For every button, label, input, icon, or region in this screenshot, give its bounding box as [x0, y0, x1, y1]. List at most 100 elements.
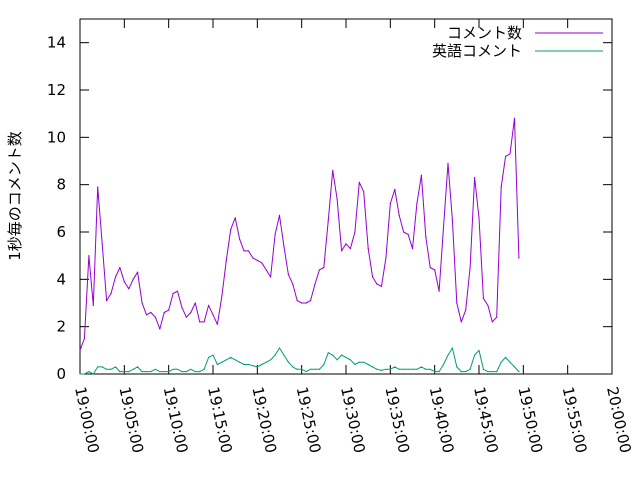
- data-point: [199, 321, 201, 323]
- y-tick-label: 4: [56, 270, 66, 288]
- data-point: [79, 349, 81, 351]
- data-point: [354, 363, 356, 366]
- data-point: [172, 292, 174, 295]
- data-point: [411, 368, 414, 370]
- data-point: [429, 266, 431, 269]
- data-point: [145, 371, 148, 373]
- data-point: [451, 347, 453, 349]
- y-tick-label: 14: [47, 34, 66, 52]
- data-point: [416, 368, 418, 370]
- data-point: [496, 371, 498, 373]
- data-point: [363, 191, 365, 193]
- data-point: [92, 373, 94, 375]
- data-point: [425, 368, 427, 370]
- data-point: [132, 278, 134, 280]
- data-point: [208, 304, 210, 306]
- data-point: [203, 368, 205, 370]
- data-point: [230, 229, 232, 231]
- data-point: [150, 371, 152, 373]
- data-point: [420, 174, 422, 176]
- data-point: [243, 363, 245, 366]
- data-point: [398, 368, 400, 370]
- legend-label: 英語コメント: [432, 42, 522, 60]
- data-point: [292, 366, 294, 368]
- data-point: [478, 217, 480, 219]
- x-tick-label: 19:05:00: [115, 385, 147, 455]
- x-tick-label: 19:00:00: [71, 385, 103, 455]
- data-point: [376, 368, 378, 370]
- data-point: [185, 371, 187, 373]
- data-point: [172, 368, 174, 370]
- data-point: [283, 245, 285, 247]
- data-point: [274, 233, 276, 235]
- data-point: [447, 162, 449, 164]
- data-point: [141, 371, 143, 373]
- data-point: [256, 259, 258, 261]
- data-point: [349, 248, 351, 250]
- data-point: [487, 304, 489, 306]
- data-point: [283, 354, 285, 356]
- data-point: [225, 359, 227, 361]
- x-tick-label: 19:30:00: [337, 385, 369, 455]
- y-tick-label: 6: [56, 223, 66, 241]
- x-tick-label: 19:15:00: [204, 385, 236, 455]
- data-point: [380, 285, 383, 287]
- data-point: [367, 363, 369, 366]
- data-point: [128, 371, 130, 373]
- data-point: [132, 368, 134, 370]
- data-point: [332, 354, 334, 356]
- data-point: [181, 371, 183, 373]
- data-point: [301, 302, 303, 304]
- data-point: [159, 328, 161, 330]
- data-point: [354, 231, 356, 233]
- y-tick-label: 0: [56, 365, 66, 383]
- data-point: [83, 337, 85, 340]
- data-point: [327, 219, 329, 221]
- data-point: [221, 361, 223, 363]
- data-point: [442, 226, 445, 228]
- data-point: [137, 366, 139, 368]
- data-point: [336, 359, 338, 361]
- data-point: [265, 269, 267, 271]
- data-point: [336, 198, 338, 200]
- data-point: [137, 271, 139, 273]
- data-point: [394, 188, 396, 190]
- y-tick-label: 12: [47, 81, 66, 99]
- data-point: [168, 309, 170, 311]
- data-point: [176, 290, 179, 292]
- data-point: [434, 269, 436, 271]
- data-point: [456, 302, 458, 304]
- data-point: [363, 361, 365, 363]
- data-point: [97, 186, 99, 188]
- data-point: [411, 248, 414, 250]
- data-point: [341, 354, 343, 356]
- data-point: [159, 371, 161, 373]
- data-point: [252, 257, 254, 259]
- data-point: [305, 302, 307, 304]
- data-point: [88, 255, 90, 257]
- x-tick-label: 19:40:00: [426, 385, 458, 455]
- data-point: [292, 283, 294, 285]
- data-point: [101, 243, 103, 245]
- data-point: [230, 356, 232, 358]
- data-point: [345, 243, 347, 245]
- data-point: [349, 359, 351, 361]
- data-point: [389, 203, 391, 205]
- data-point: [163, 311, 165, 314]
- data-point: [88, 371, 90, 373]
- x-tick-label: 19:50:00: [514, 385, 546, 455]
- data-point: [376, 283, 378, 285]
- data-point: [372, 366, 374, 368]
- data-point: [465, 309, 467, 311]
- y-tick-label: 8: [56, 176, 66, 194]
- data-point: [487, 371, 489, 373]
- data-point: [434, 371, 436, 373]
- data-point: [119, 371, 121, 373]
- data-point: [509, 153, 511, 155]
- data-point: [301, 368, 303, 370]
- data-point: [442, 363, 445, 366]
- data-point: [474, 177, 476, 179]
- data-point: [154, 368, 156, 370]
